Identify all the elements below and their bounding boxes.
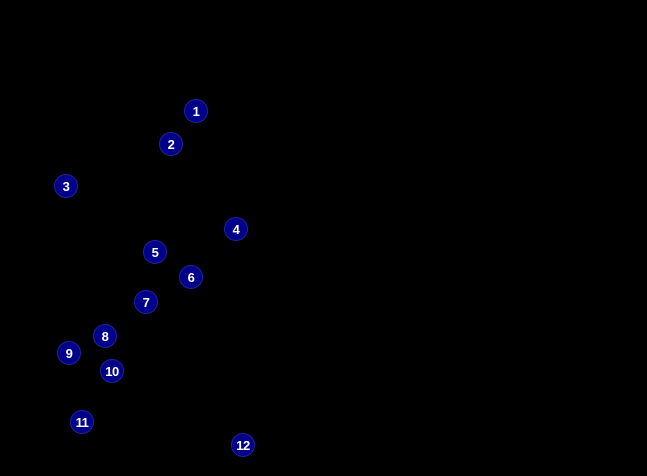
marker-2[interactable]: 2	[159, 132, 183, 156]
marker-number-label: 5	[151, 244, 159, 260]
marker-11[interactable]: 11	[70, 410, 94, 434]
marker-number-label: 11	[75, 414, 89, 430]
marker-9[interactable]: 9	[57, 341, 81, 365]
marker-12[interactable]: 12	[231, 433, 255, 457]
marker-4[interactable]: 4	[224, 217, 248, 241]
marker-number-label: 6	[187, 269, 195, 285]
marker-number-label: 2	[167, 136, 175, 152]
marker-5[interactable]: 5	[143, 240, 167, 264]
marker-7[interactable]: 7	[134, 290, 158, 314]
marker-number-label: 1	[192, 103, 200, 119]
marker-number-label: 12	[236, 437, 250, 453]
marker-3[interactable]: 3	[54, 174, 78, 198]
marker-number-label: 4	[232, 221, 240, 237]
marker-number-label: 3	[62, 178, 70, 194]
marker-10[interactable]: 10	[100, 359, 124, 383]
marker-number-label: 8	[101, 328, 109, 344]
marker-6[interactable]: 6	[179, 265, 203, 289]
marker-8[interactable]: 8	[93, 324, 117, 348]
marker-number-label: 7	[142, 294, 150, 310]
marker-number-label: 10	[105, 363, 119, 379]
marker-1[interactable]: 1	[184, 99, 208, 123]
marker-number-label: 9	[65, 345, 73, 361]
